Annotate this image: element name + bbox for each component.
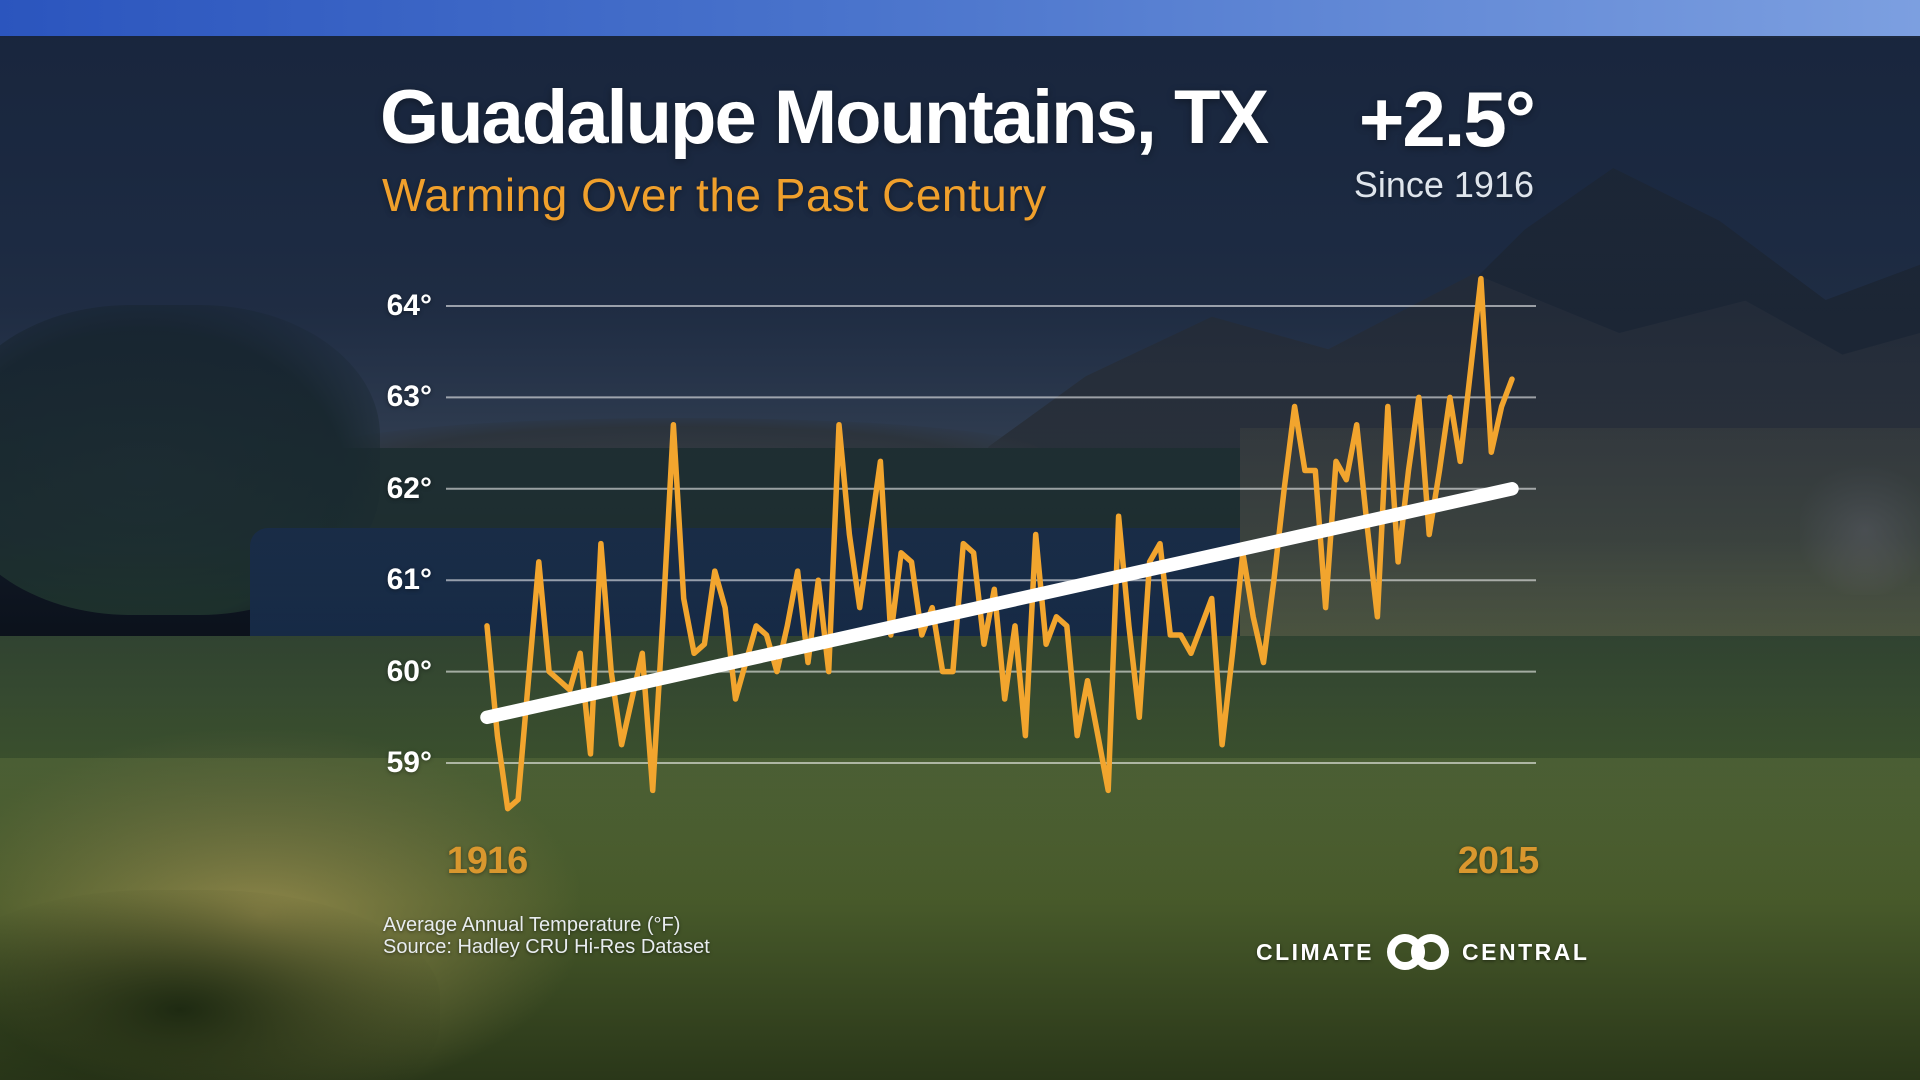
- dark-navy-overlay: [0, 36, 1920, 902]
- interlocking-rings-icon: [1387, 934, 1450, 970]
- footnote-line-1: Average Annual Temperature (°F): [383, 914, 681, 936]
- photo-sky-top-strip: [0, 0, 1920, 38]
- footnote: Average Annual Temperature (°F) Source: …: [383, 914, 710, 958]
- y-axis-tick-60: 60°: [386, 654, 432, 688]
- climate-central-logo: CLIMATE CENTRAL: [1256, 930, 1587, 974]
- footnote-line-2: Source: Hadley CRU Hi-Res Dataset: [383, 936, 710, 958]
- photo-grass-dark-corner: [0, 890, 440, 1080]
- logo-word-climate: CLIMATE: [1256, 938, 1375, 965]
- y-axis-tick-61: 61°: [386, 563, 432, 597]
- y-axis-tick-64: 64°: [386, 289, 432, 322]
- x-axis-label-end-year: 2015: [1457, 840, 1540, 882]
- y-axis-tick-62: 62°: [386, 471, 432, 505]
- logo-word-central: CENTRAL: [1462, 938, 1590, 965]
- stat-caption: Since 1916: [1353, 164, 1534, 205]
- stat-value: +2.5°: [1358, 75, 1536, 163]
- page-title: Guadalupe Mountains, TX: [380, 75, 1269, 160]
- warming-stat: +2.5° Since 1916: [1150, 75, 1536, 206]
- x-axis-label-start-year: 1916: [446, 840, 529, 882]
- y-axis-tick-59: 59°: [386, 746, 432, 779]
- page-subtitle: Warming Over the Past Century: [382, 169, 1047, 221]
- y-axis-tick-63: 63°: [386, 380, 432, 414]
